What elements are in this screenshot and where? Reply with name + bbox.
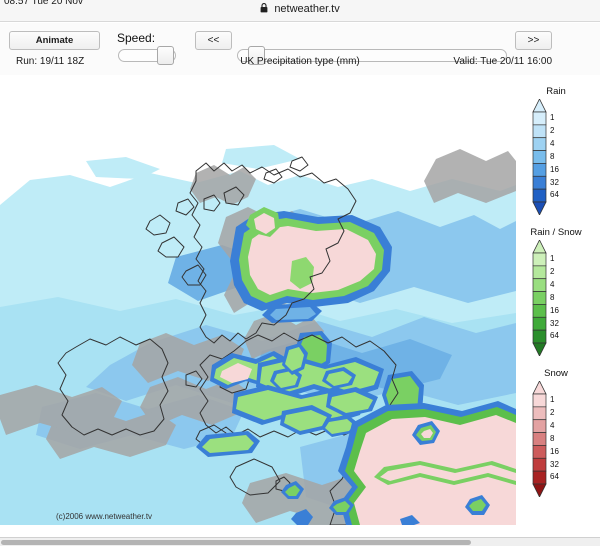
legend-snow: Snow 1 2 4 8 16 32 64 — [512, 368, 600, 497]
legend-tick-label: 4 — [550, 139, 555, 149]
legend-rain-title: Rain — [546, 86, 566, 97]
horizontal-scrollbar[interactable] — [0, 537, 600, 546]
legend-rain-snow-title: Rain / Snow — [530, 227, 582, 238]
legend-tick-label: 32 — [550, 177, 559, 187]
legend-tick-label: 64 — [550, 190, 559, 200]
legend-rain-snow-colorbar — [532, 240, 547, 356]
legend-snow-title: Snow — [544, 368, 568, 379]
timeline-slider-track[interactable] — [237, 49, 507, 62]
legend-tick-label: 2 — [550, 126, 555, 136]
previous-frame-button[interactable]: << — [195, 31, 232, 50]
legend-panel: Rain 1 2 4 8 16 32 64 Rain / Snow 1 2 4 8 16 32 64 S… — [512, 75, 600, 537]
next-frame-button[interactable]: >> — [515, 31, 552, 50]
weather-map-panel: (c)2006 www.netweather.tv — [0, 75, 600, 537]
legend-rain-ticks: 1 2 4 8 16 32 64 — [550, 99, 590, 215]
legend-rain: Rain 1 2 4 8 16 32 64 — [512, 86, 600, 215]
legend-tick-label: 1 — [550, 113, 555, 123]
legend-tick-label: 32 — [550, 318, 559, 328]
legend-tick-label: 32 — [550, 459, 559, 469]
map-title-label: UK Precipitation type (mm) — [240, 56, 360, 67]
legend-tick-label: 16 — [550, 446, 559, 456]
legend-tick-label: 1 — [550, 395, 555, 405]
horizontal-scrollbar-thumb[interactable] — [1, 540, 471, 545]
weather-map-canvas[interactable] — [0, 75, 516, 525]
legend-tick-label: 1 — [550, 254, 555, 264]
legend-tick-label: 8 — [550, 292, 555, 302]
legend-snow-ticks: 1 2 4 8 16 32 64 — [550, 381, 590, 497]
weather-map-graphic — [0, 75, 516, 525]
speed-label: Speed: — [117, 31, 156, 45]
valid-time-label: Valid: Tue 20/11 16:00 — [453, 56, 552, 67]
timeline-slider-thumb[interactable] — [248, 46, 265, 65]
legend-tick-label: 2 — [550, 267, 555, 277]
legend-rain-snow-ticks: 1 2 4 8 16 32 64 — [550, 240, 590, 356]
legend-tick-label: 16 — [550, 305, 559, 315]
model-run-label: Run: 19/11 18Z — [16, 56, 85, 67]
url-text: netweather.tv — [274, 3, 340, 15]
legend-tick-label: 8 — [550, 151, 555, 161]
legend-snow-colorbar — [532, 381, 547, 497]
legend-tick-label: 8 — [550, 433, 555, 443]
legend-tick-label: 2 — [550, 408, 555, 418]
copyright-label: (c)2006 www.netweather.tv — [56, 512, 153, 521]
legend-tick-label: 64 — [550, 472, 559, 482]
legend-rain-colorbar — [532, 99, 547, 215]
legend-rain-snow: Rain / Snow 1 2 4 8 16 32 64 — [512, 227, 600, 356]
legend-tick-label: 64 — [550, 331, 559, 341]
legend-tick-label: 4 — [550, 421, 555, 431]
status-bar-clock: 08:57 Tue 20 Nov — [4, 0, 83, 7]
browser-chrome: 08:57 Tue 20 Nov netweather.tv — [0, 0, 600, 22]
animate-button[interactable]: Animate — [9, 31, 100, 50]
map-controls-toolbar: Animate Speed: << >> Run: 19/11 18Z UK P… — [0, 23, 600, 75]
speed-slider-thumb[interactable] — [157, 46, 174, 65]
lock-icon — [260, 3, 268, 16]
legend-tick-label: 4 — [550, 280, 555, 290]
legend-tick-label: 16 — [550, 164, 559, 174]
url-bar[interactable]: netweather.tv — [0, 3, 600, 16]
